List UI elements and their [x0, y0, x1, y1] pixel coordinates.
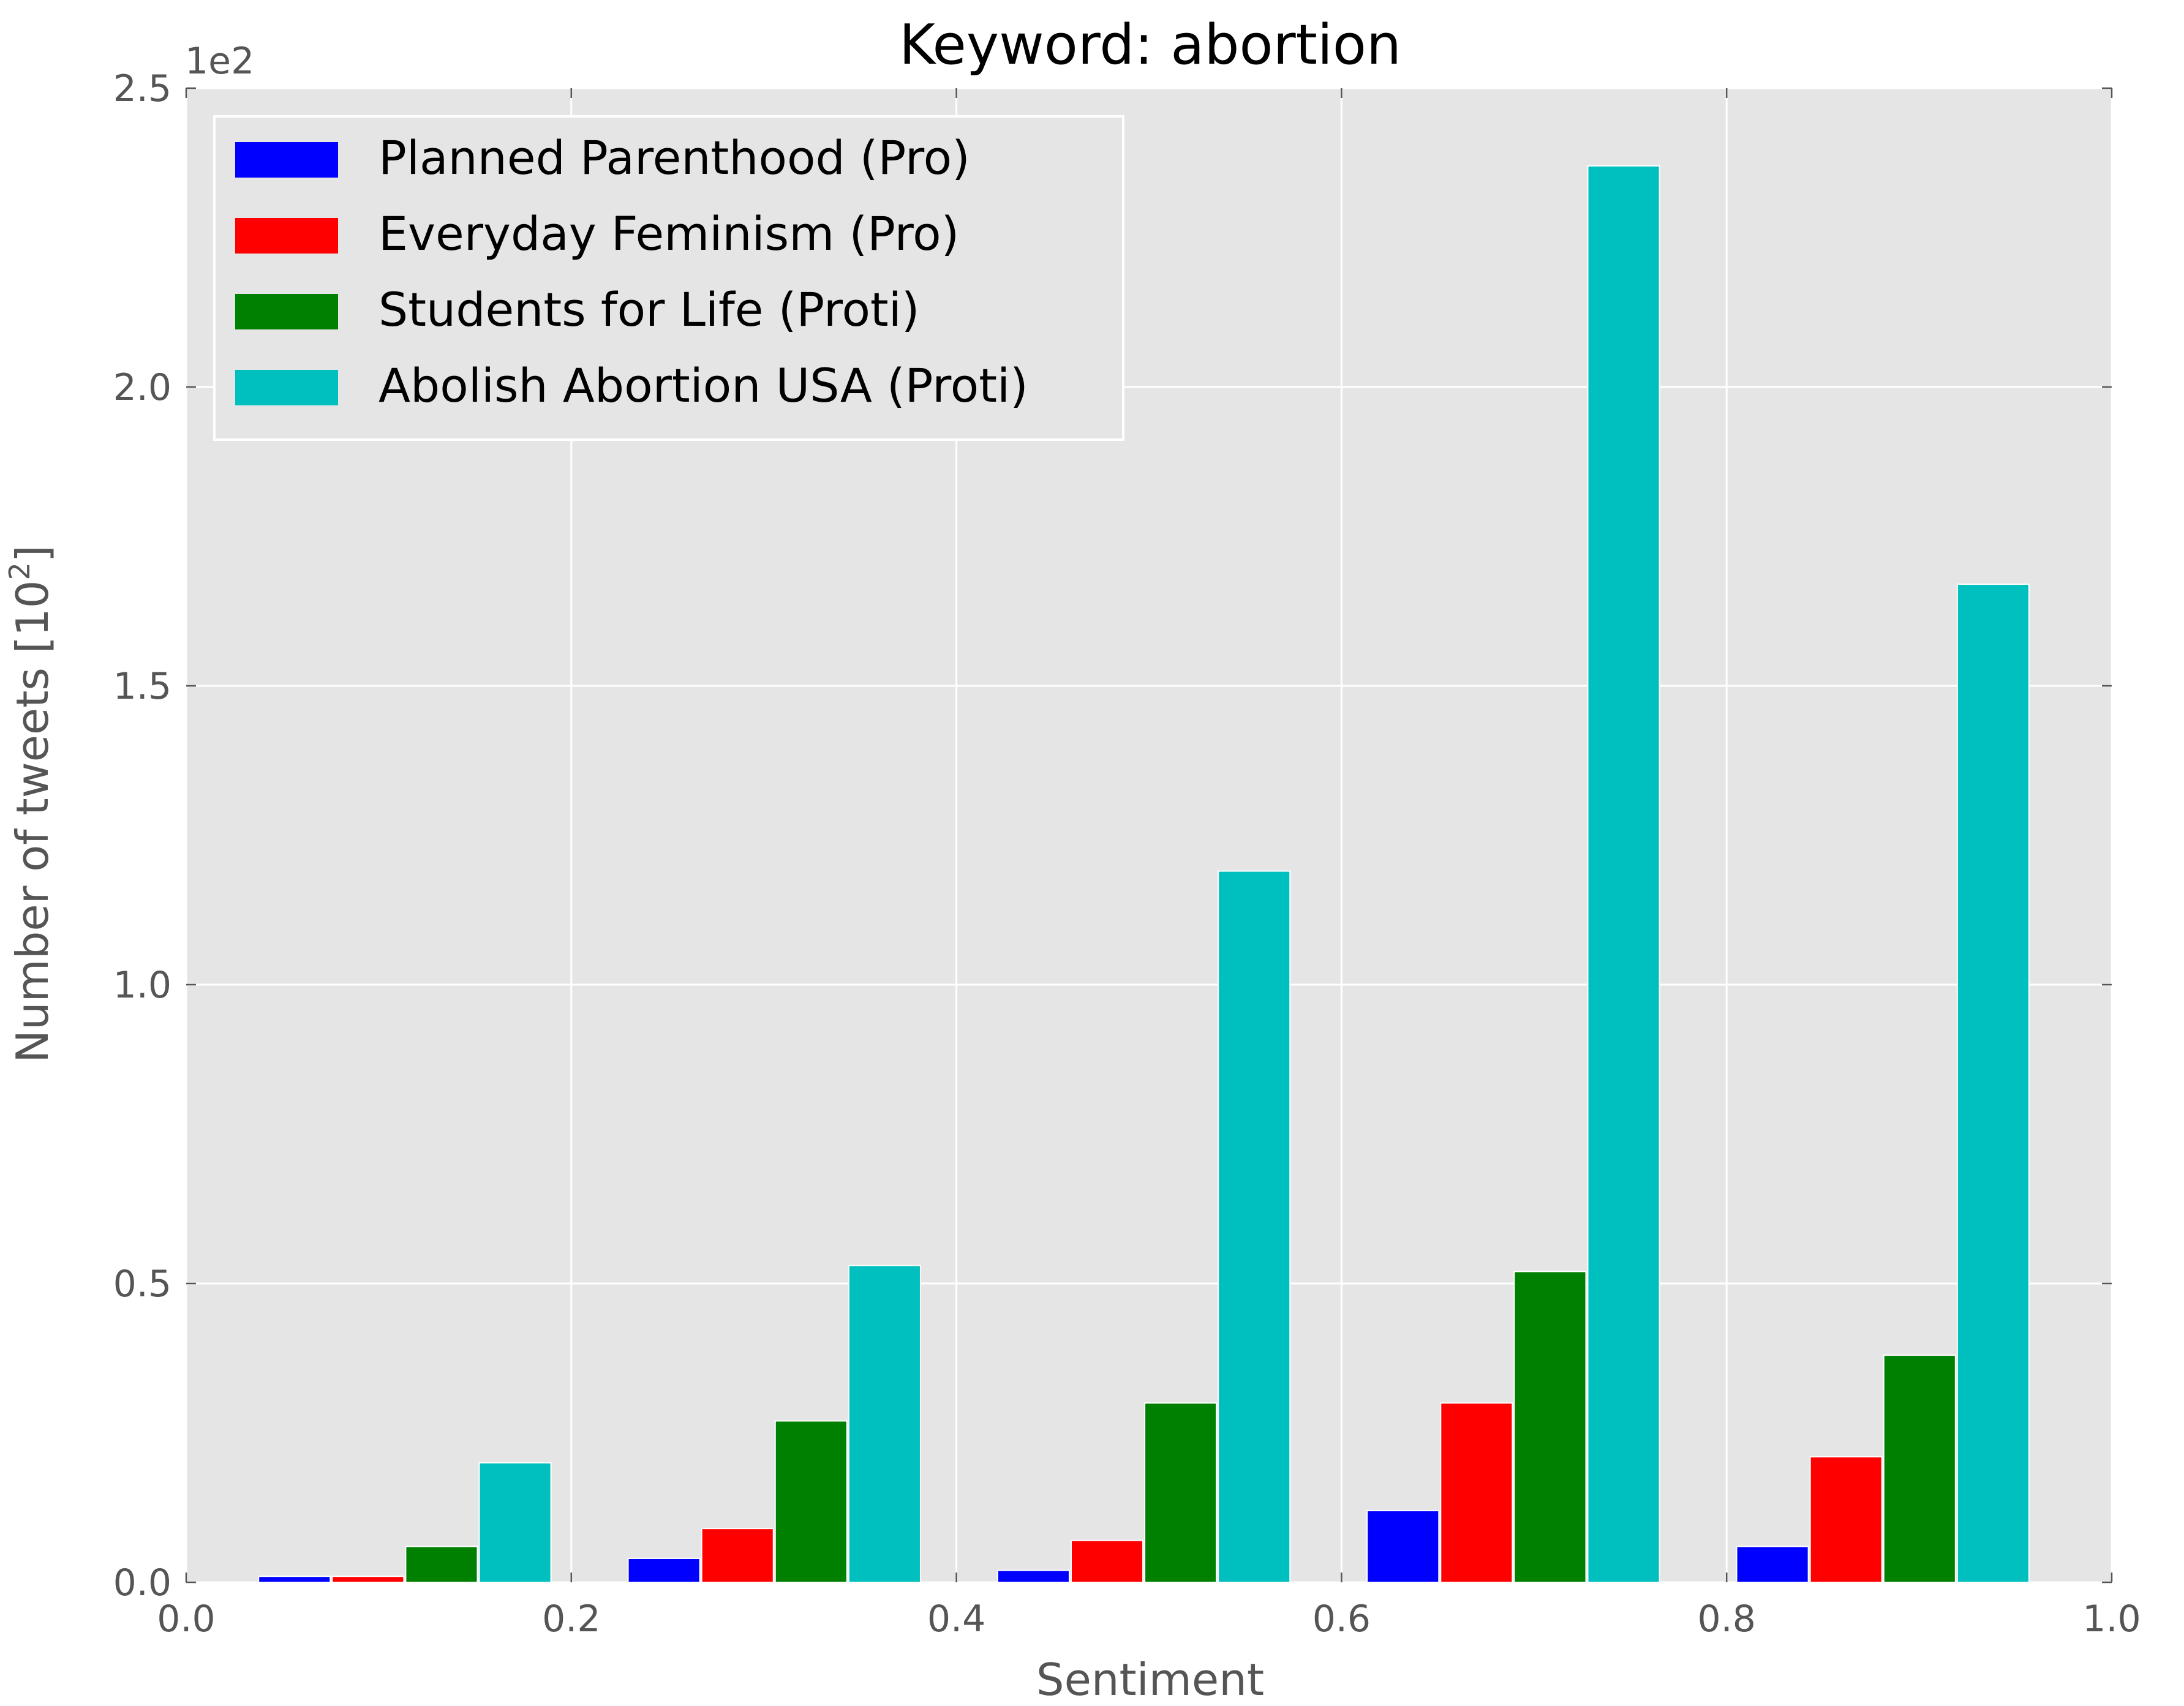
tick-labels: 0.0 0.2 0.4 0.6 0.8 1.0 0.0 0.5 1.0 1.5 2.0 2.5	[113, 67, 2141, 1640]
legend-label-1: Planned Parenthood (Pro)	[378, 130, 970, 185]
legend-box	[213, 115, 1124, 441]
bar-4-4	[1587, 165, 1660, 1584]
bar-4-5	[1956, 584, 2030, 1584]
bar-2-4	[1440, 1402, 1513, 1583]
legend-swatch-3	[235, 294, 338, 329]
y-tick-label: 2.0	[113, 366, 171, 409]
bar-1-4	[1366, 1509, 1440, 1583]
y-axis-label: Number of tweets [102]	[3, 545, 58, 1063]
bar-4-2	[848, 1264, 921, 1583]
bar-3-4	[1513, 1271, 1587, 1583]
bar-4-3	[1218, 870, 1291, 1583]
ticks	[185, 87, 2113, 1584]
legend-swatch-1	[235, 142, 338, 178]
x-tick-label: 0.6	[1312, 1598, 1371, 1640]
x-axis-label: Sentiment	[1036, 1654, 1264, 1705]
bar-1-5	[1736, 1546, 1809, 1583]
y-axis-label-close: ]	[7, 545, 58, 562]
bar-3-1	[405, 1546, 478, 1583]
legend-swatch-4	[235, 370, 338, 405]
bar-2-5	[1809, 1456, 1883, 1584]
y-tick-label: 1.5	[113, 665, 171, 708]
y-axis-label-exponent: 2	[3, 562, 36, 580]
x-tick-label: 1.0	[2082, 1598, 2141, 1640]
y-tick-label: 1.0	[113, 964, 171, 1007]
bar-2-1	[331, 1576, 405, 1583]
y-tick-label: 0.5	[113, 1263, 171, 1306]
y-offset-label: 1e2	[185, 40, 254, 83]
bar-2-2	[701, 1528, 774, 1583]
x-tick-label: 0.0	[157, 1598, 215, 1640]
bar-4-1	[478, 1462, 552, 1584]
legend-label-3: Students for Life (Proti)	[378, 282, 920, 337]
x-tick-label: 0.8	[1697, 1598, 1755, 1640]
x-tick-label: 0.4	[927, 1598, 985, 1640]
y-tick-label: 2.5	[113, 67, 171, 110]
bar-2-3	[1070, 1539, 1144, 1583]
x-tick-label: 0.2	[542, 1598, 600, 1640]
bar-1-1	[258, 1576, 331, 1583]
legend: Planned Parenthood (Pro) Everyday Feminis…	[213, 115, 1124, 441]
legend-swatch-2	[235, 218, 338, 254]
y-axis-label-main: Number of tweets [10	[7, 580, 58, 1062]
legend-label-4: Abolish Abortion USA (Proti)	[378, 358, 1028, 413]
bar-1-2	[627, 1557, 701, 1583]
bar-1-3	[996, 1569, 1070, 1583]
bar-3-2	[774, 1420, 848, 1583]
bars	[258, 165, 2030, 1584]
bar-3-3	[1144, 1402, 1218, 1583]
y-tick-label: 0.0	[113, 1561, 171, 1604]
bar-3-5	[1883, 1355, 1956, 1584]
legend-label-2: Everyday Feminism (Pro)	[378, 206, 959, 261]
chart-title: Keyword: abortion	[899, 13, 1401, 77]
